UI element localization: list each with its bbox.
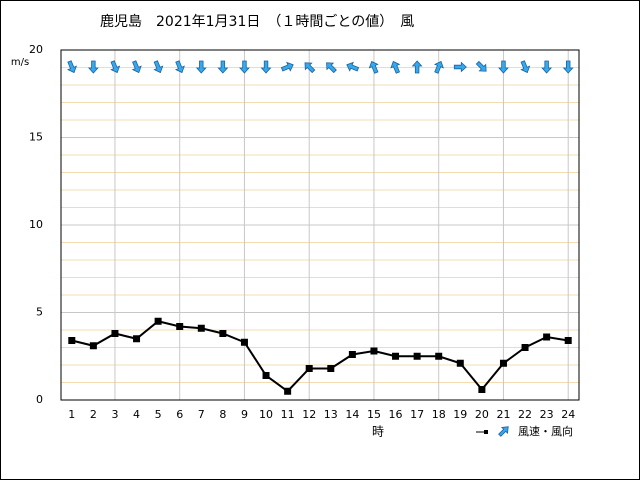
legend-arrow (498, 426, 509, 437)
speed-marker (133, 335, 141, 343)
chart-title: 鹿児島 2021年1月31日 （１時間ごとの値） 風 (100, 13, 414, 30)
x-tick-label: 20 (475, 408, 489, 421)
speed-marker (111, 330, 119, 337)
speed-marker (176, 323, 184, 330)
x-tick-label: 8 (219, 408, 226, 421)
speed-marker (370, 347, 378, 355)
speed-marker (564, 337, 572, 344)
direction-arrow (131, 60, 142, 74)
x-tick-label: 14 (345, 408, 359, 421)
direction-arrow (195, 60, 207, 74)
speed-marker (435, 352, 443, 360)
direction-arrow (326, 62, 337, 74)
y-tick-label: 5 (36, 306, 43, 319)
direction-arrow (498, 60, 509, 74)
speed-marker (327, 365, 335, 372)
direction-arrow (475, 60, 487, 72)
x-tick-label: 6 (176, 408, 183, 421)
direction-arrow (562, 60, 574, 74)
direction-arrow (411, 60, 423, 74)
x-tick-label: 3 (111, 408, 118, 421)
speed-marker (284, 387, 292, 395)
speed-marker (240, 338, 248, 346)
speed-marker (348, 351, 356, 358)
x-tick-label: 11 (281, 408, 295, 421)
direction-arrow (153, 60, 164, 74)
legend-marker (484, 430, 488, 434)
x-tick-label: 12 (302, 408, 316, 421)
direction-arrow (520, 60, 531, 74)
direction-arrow (67, 60, 78, 74)
y-tick-label: 15 (29, 131, 43, 144)
direction-arrow (110, 60, 121, 74)
x-tick-label: 17 (410, 408, 424, 421)
y-tick-label: 20 (29, 43, 43, 56)
direction-arrow (541, 60, 553, 74)
x-tick-label: 7 (198, 408, 205, 421)
direction-arrow (239, 60, 250, 74)
x-tick-label: 18 (432, 408, 446, 421)
direction-arrow (87, 60, 99, 74)
direction-arrow (304, 62, 316, 74)
y-tick-label: 0 (36, 393, 43, 406)
x-tick-label: 24 (561, 408, 575, 421)
x-tick-label: 21 (496, 408, 510, 421)
x-tick-label: 23 (540, 408, 554, 421)
direction-arrow (368, 60, 379, 74)
speed-marker (68, 337, 76, 344)
speed-marker (499, 359, 507, 367)
speed-marker (262, 372, 270, 379)
direction-arrow (346, 61, 360, 72)
x-tick-label: 2 (90, 408, 97, 421)
x-tick-label: 19 (453, 408, 467, 421)
direction-arrow (453, 61, 467, 73)
speed-marker (197, 324, 205, 332)
x-tick-label: 10 (259, 408, 273, 421)
plot-frame (60, 49, 580, 401)
x-axis-label: 時 (372, 425, 384, 439)
x-tick-label: 5 (155, 408, 162, 421)
x-tick-label: 16 (389, 408, 403, 421)
speed-marker (543, 333, 551, 341)
x-tick-label: 4 (133, 408, 140, 421)
speed-marker (305, 365, 313, 372)
speed-marker (456, 359, 464, 367)
x-tick-label: 22 (518, 408, 532, 421)
y-tick-label: 10 (29, 218, 43, 231)
direction-arrow (217, 60, 229, 74)
speed-marker (521, 344, 529, 351)
x-tick-label: 1 (68, 408, 75, 421)
speed-line (71, 320, 569, 393)
direction-arrow (260, 60, 272, 74)
x-tick-label: 13 (324, 408, 338, 421)
speed-marker (478, 386, 486, 393)
speed-marker (392, 352, 400, 360)
x-tick-label: 15 (367, 408, 381, 421)
x-tick-label: 9 (241, 408, 248, 421)
legend-label: 風速・風向 (518, 424, 573, 438)
speed-marker (154, 317, 162, 325)
direction-arrow (390, 60, 401, 74)
direction-arrow (433, 60, 444, 74)
speed-marker (413, 352, 421, 360)
speed-marker (89, 342, 97, 350)
y-axis-label: m/s (11, 57, 29, 68)
direction-arrow (280, 61, 294, 72)
speed-marker (219, 330, 227, 337)
direction-arrow (174, 60, 185, 74)
